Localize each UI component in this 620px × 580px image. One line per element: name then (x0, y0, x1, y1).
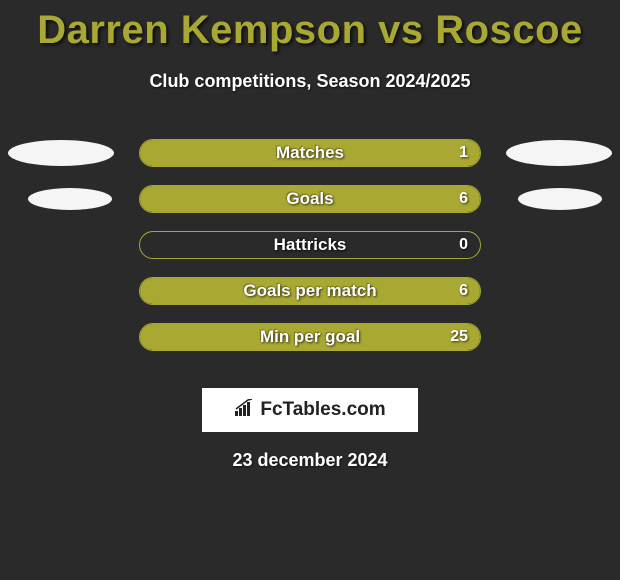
stat-row: Matches1 (0, 130, 620, 176)
stat-bar: Min per goal25 (139, 323, 481, 351)
stat-value: 25 (450, 324, 468, 350)
stat-value: 0 (459, 232, 468, 258)
stat-bar: Hattricks0 (139, 231, 481, 259)
stat-label: Goals per match (140, 278, 480, 304)
stat-value: 1 (459, 140, 468, 166)
player-left-marker (8, 140, 114, 166)
logo-box[interactable]: FcTables.com (202, 388, 418, 432)
stat-bar: Matches1 (139, 139, 481, 167)
date-text: 23 december 2024 (0, 450, 620, 471)
stat-label: Goals (140, 186, 480, 212)
logo-text: FcTables.com (260, 399, 385, 421)
stat-bar: Goals per match6 (139, 277, 481, 305)
stat-value: 6 (459, 278, 468, 304)
subtitle: Club competitions, Season 2024/2025 (0, 71, 620, 92)
player-right-marker (506, 140, 612, 166)
chart-icon (234, 399, 256, 422)
player-left-marker (28, 188, 112, 210)
stat-row: Hattricks0 (0, 222, 620, 268)
stat-bar: Goals6 (139, 185, 481, 213)
stat-row: Goals per match6 (0, 268, 620, 314)
player-right-marker (518, 188, 602, 210)
stats-chart: Matches1Goals6Hattricks0Goals per match6… (0, 130, 620, 360)
stat-value: 6 (459, 186, 468, 212)
stat-row: Goals6 (0, 176, 620, 222)
stat-label: Matches (140, 140, 480, 166)
stat-label: Min per goal (140, 324, 480, 350)
stat-label: Hattricks (140, 232, 480, 258)
stat-row: Min per goal25 (0, 314, 620, 360)
page-title: Darren Kempson vs Roscoe (0, 0, 620, 53)
